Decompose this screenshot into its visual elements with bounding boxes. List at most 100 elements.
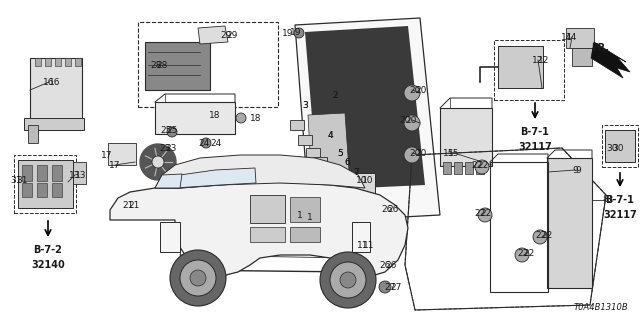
Text: 1: 1	[297, 211, 303, 220]
Bar	[315, 190, 323, 212]
Text: 23: 23	[159, 143, 171, 153]
Bar	[250, 195, 285, 223]
Text: 22: 22	[481, 209, 492, 218]
Text: 32117: 32117	[603, 210, 637, 220]
Bar	[290, 197, 320, 222]
Text: 16: 16	[44, 77, 55, 86]
Bar	[30, 58, 82, 120]
Text: 22: 22	[472, 161, 483, 170]
Circle shape	[379, 281, 391, 293]
Bar	[45, 58, 51, 66]
Polygon shape	[591, 42, 630, 78]
Text: B-7-2: B-7-2	[33, 245, 63, 255]
Text: 16: 16	[49, 77, 61, 86]
Bar	[18, 160, 73, 208]
Text: 26: 26	[387, 205, 398, 214]
Bar	[490, 162, 548, 292]
Bar	[28, 125, 38, 143]
Bar	[52, 183, 62, 197]
Bar	[343, 238, 375, 268]
Bar	[345, 190, 353, 212]
Text: 6: 6	[344, 157, 350, 166]
Text: 23: 23	[165, 143, 177, 153]
Circle shape	[294, 28, 304, 38]
Text: 20: 20	[410, 85, 420, 94]
Text: 26: 26	[385, 260, 396, 269]
Bar	[602, 125, 638, 167]
Text: 15: 15	[448, 148, 460, 157]
Text: 30: 30	[606, 143, 618, 153]
Text: 20: 20	[410, 148, 420, 157]
Polygon shape	[295, 18, 440, 222]
Bar	[440, 108, 492, 166]
Bar	[55, 58, 61, 66]
Polygon shape	[155, 155, 365, 188]
Bar	[355, 190, 363, 212]
Text: 4: 4	[327, 131, 333, 140]
Polygon shape	[110, 182, 408, 278]
Bar	[605, 130, 635, 162]
Circle shape	[358, 260, 372, 274]
Text: 32117: 32117	[518, 142, 552, 152]
Bar	[298, 135, 312, 145]
Polygon shape	[305, 26, 425, 190]
Circle shape	[533, 230, 547, 244]
Circle shape	[131, 202, 141, 212]
Text: 20: 20	[415, 148, 426, 157]
Circle shape	[404, 85, 420, 101]
Text: 25: 25	[166, 125, 178, 134]
Text: 11: 11	[363, 241, 374, 250]
Text: 22: 22	[523, 249, 534, 258]
Text: 9: 9	[572, 165, 578, 174]
Bar	[24, 118, 84, 130]
Bar	[37, 183, 47, 197]
Bar	[465, 162, 473, 174]
Text: 28: 28	[156, 60, 168, 69]
Polygon shape	[140, 144, 176, 180]
Circle shape	[170, 250, 226, 306]
Text: 2: 2	[332, 91, 338, 100]
Text: 12: 12	[532, 55, 544, 65]
Text: 25: 25	[161, 125, 172, 134]
Text: 1: 1	[307, 213, 313, 222]
Text: 20: 20	[399, 116, 411, 124]
Text: 20: 20	[405, 116, 417, 124]
Text: T0A4B1310B: T0A4B1310B	[573, 303, 628, 312]
Text: 8: 8	[602, 196, 608, 204]
Polygon shape	[155, 174, 182, 188]
Circle shape	[404, 147, 420, 163]
Text: 22: 22	[477, 161, 488, 170]
Bar	[68, 162, 86, 184]
Text: 21: 21	[128, 201, 140, 210]
Bar	[145, 42, 210, 90]
Bar	[313, 157, 327, 167]
Circle shape	[180, 260, 216, 296]
Circle shape	[478, 208, 492, 222]
Bar	[326, 173, 340, 183]
Circle shape	[515, 248, 529, 262]
Bar	[476, 162, 484, 174]
Bar	[352, 222, 370, 252]
Bar	[155, 102, 235, 134]
Bar	[494, 40, 564, 100]
Text: 18: 18	[209, 110, 221, 119]
Text: 29: 29	[226, 30, 237, 39]
Text: 32140: 32140	[31, 260, 65, 270]
Text: 17: 17	[100, 150, 112, 159]
Bar	[14, 155, 76, 213]
Bar	[547, 158, 592, 288]
Text: 20: 20	[415, 85, 426, 94]
Text: 10: 10	[362, 175, 374, 185]
Text: 10: 10	[356, 175, 368, 185]
Circle shape	[236, 113, 246, 123]
Bar	[52, 165, 62, 181]
Text: 5: 5	[337, 148, 343, 157]
Bar	[138, 22, 278, 107]
Text: 30: 30	[612, 143, 623, 153]
Text: 29: 29	[220, 30, 232, 39]
Bar	[325, 190, 333, 212]
Bar	[443, 162, 451, 174]
Bar	[320, 165, 334, 175]
Text: 21: 21	[123, 201, 134, 210]
Text: 2: 2	[332, 91, 338, 100]
